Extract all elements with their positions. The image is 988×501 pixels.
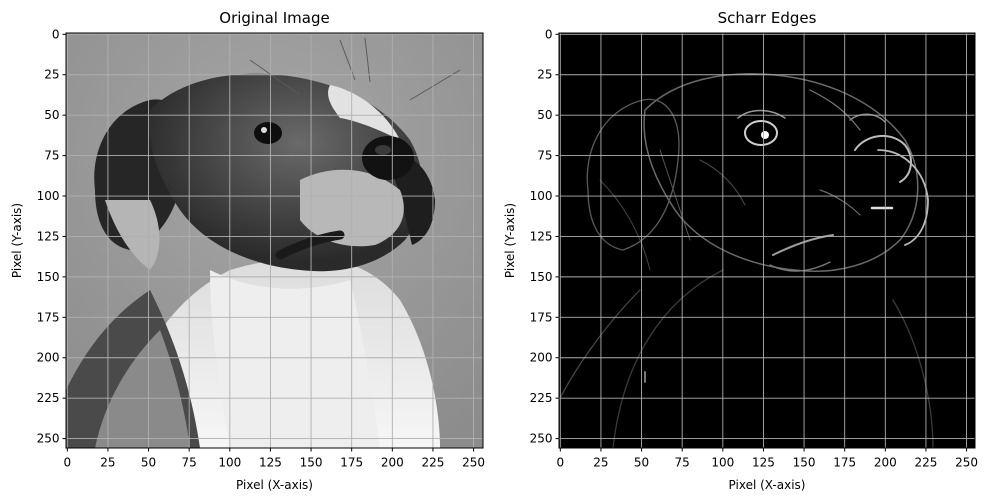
x-ticks: 0 25 50 75 100 125 150 175 200 225 250 (556, 447, 978, 470)
x-tick-label: 25 (100, 456, 115, 470)
y-axis-label: Pixel (Y-axis) (10, 203, 24, 278)
y-tick-label: 175 (37, 310, 60, 324)
grid (559, 33, 976, 448)
x-tick-label: 175 (340, 456, 363, 470)
y-tick-label: 175 (530, 310, 553, 324)
y-tick-label: 125 (530, 229, 553, 243)
y-tick-label: 225 (37, 391, 60, 405)
y-tick-label: 225 (530, 391, 553, 405)
y-ticks: 0 25 50 75 100 125 150 175 200 225 250 (530, 27, 560, 446)
x-axis-label: Pixel (X-axis) (729, 478, 806, 492)
y-tick-label: 250 (37, 432, 60, 446)
y-tick-label: 250 (530, 432, 553, 446)
y-tick-label: 75 (537, 149, 552, 163)
y-tick-label: 100 (37, 189, 60, 203)
x-tick-label: 125 (752, 456, 775, 470)
x-tick-label: 250 (955, 456, 978, 470)
y-tick-label: 75 (44, 149, 59, 163)
y-tick-label: 200 (37, 351, 60, 365)
x-tick-label: 0 (63, 456, 71, 470)
plot-frame (65, 32, 484, 449)
x-tick-label: 250 (462, 456, 485, 470)
x-tick-label: 200 (874, 456, 897, 470)
x-tick-label: 125 (259, 456, 282, 470)
panel-edges: Scharr Edges (503, 9, 978, 492)
y-tick-label: 50 (44, 108, 59, 122)
y-tick-label: 200 (530, 351, 553, 365)
x-tick-label: 75 (182, 456, 197, 470)
y-tick-label: 100 (530, 189, 553, 203)
panel-title: Original Image (219, 9, 329, 27)
y-tick-label: 25 (537, 68, 552, 82)
original-image (66, 33, 483, 448)
y-axis-label: Pixel (Y-axis) (503, 203, 517, 278)
grid (66, 33, 483, 448)
x-tick-label: 50 (141, 456, 156, 470)
x-ticks: 0 25 50 75 100 125 150 175 200 225 250 (63, 447, 485, 470)
y-tick-label: 150 (530, 270, 553, 284)
x-tick-label: 225 (421, 456, 444, 470)
x-tick-label: 75 (675, 456, 690, 470)
x-tick-label: 150 (793, 456, 816, 470)
x-tick-label: 175 (833, 456, 856, 470)
panel-original: Original Image (10, 9, 485, 492)
y-tick-label: 25 (44, 68, 59, 82)
x-tick-label: 25 (593, 456, 608, 470)
y-tick-label: 0 (52, 27, 60, 41)
x-tick-label: 50 (634, 456, 649, 470)
plot-frame (558, 32, 976, 449)
x-tick-label: 225 (914, 456, 937, 470)
x-tick-label: 100 (711, 456, 734, 470)
x-tick-label: 150 (300, 456, 323, 470)
y-tick-label: 125 (37, 229, 60, 243)
x-tick-label: 100 (218, 456, 241, 470)
y-tick-label: 50 (537, 108, 552, 122)
edges-image (559, 33, 975, 448)
panel-title: Scharr Edges (718, 9, 817, 27)
y-ticks: 0 25 50 75 100 125 150 175 200 225 250 (37, 27, 67, 446)
x-tick-label: 200 (381, 456, 404, 470)
x-tick-label: 0 (556, 456, 564, 470)
y-tick-label: 150 (37, 270, 60, 284)
y-tick-label: 0 (545, 27, 553, 41)
x-axis-label: Pixel (X-axis) (236, 478, 313, 492)
